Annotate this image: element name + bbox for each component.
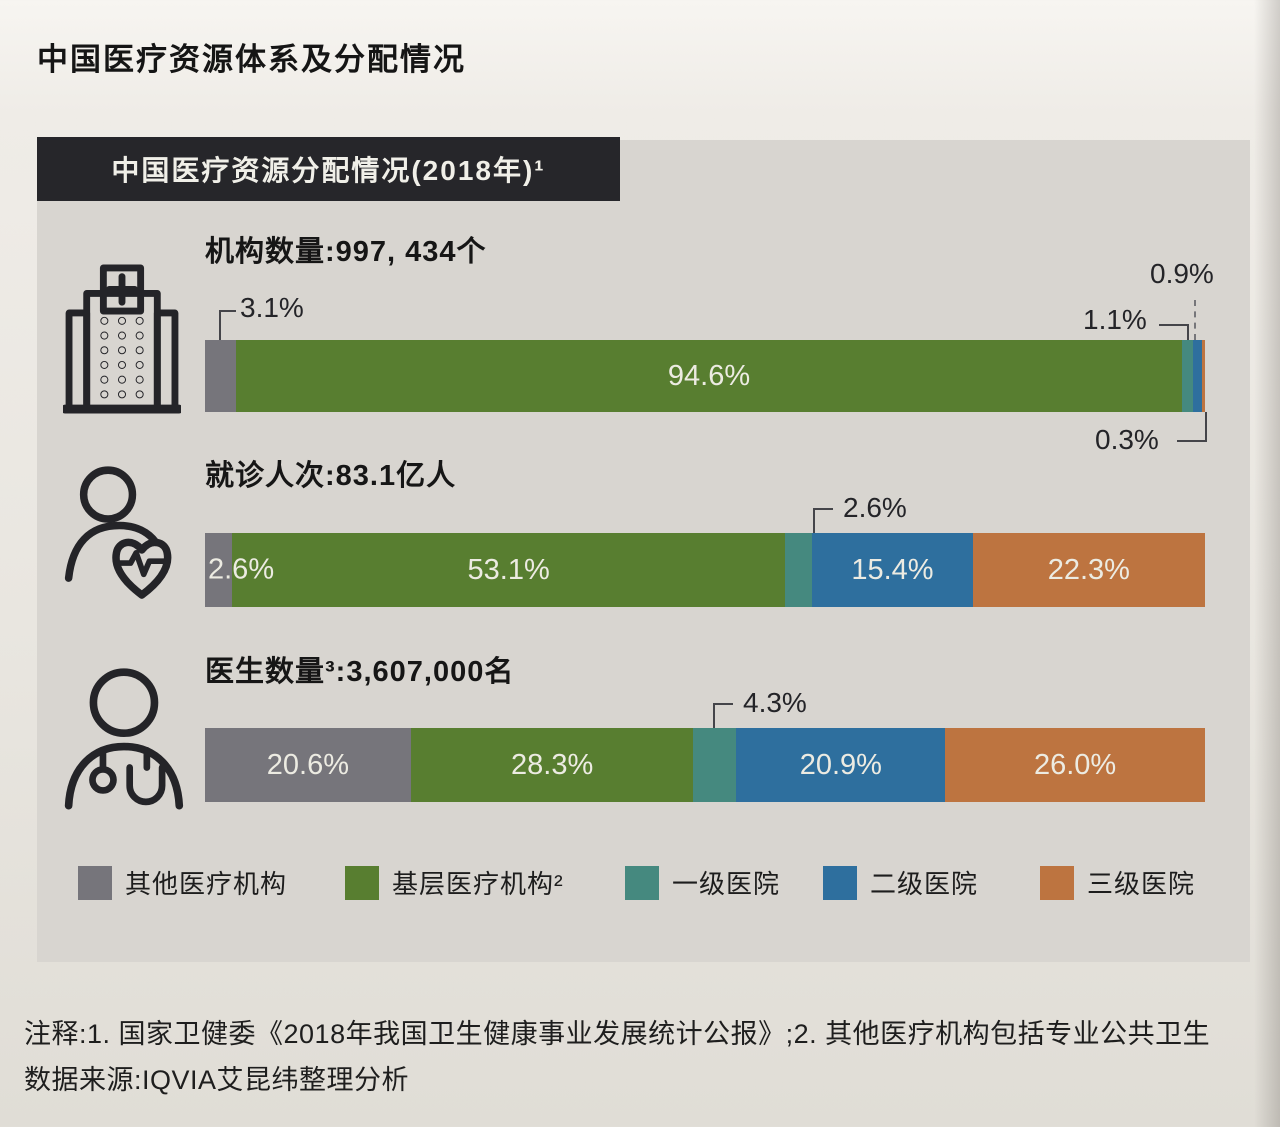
bar-institutions: 94.6% <box>205 340 1205 412</box>
hospital-icon <box>63 264 181 414</box>
bar-segment-label: 28.3% <box>511 748 594 781</box>
note-line-1: 注释:1. 国家卫健委《2018年我国卫生健康事业发展统计公报》;2. 其他医疗… <box>24 1019 1211 1049</box>
callout-label-tier1-doctors: 4.3% <box>743 687 807 718</box>
legend-label: 二级医院 <box>870 869 979 899</box>
legend-label: 一级医院 <box>672 869 781 899</box>
callout-line-tier1-doctors <box>713 703 733 730</box>
legend-item-tier3: 三级医院 <box>1040 864 1195 901</box>
page-title: 中国医疗资源体系及分配情况 <box>37 42 466 77</box>
legend-swatch-primary-care <box>345 865 379 900</box>
legend-swatch-tier3 <box>1040 865 1074 900</box>
legend-item-tier2: 二级医院 <box>823 864 978 901</box>
chart-title-visits: 就诊人次:83.1亿人 <box>205 460 457 492</box>
bar-segment-primary-care: 28.3% <box>410 728 694 802</box>
doctor-icon <box>64 668 184 810</box>
bar-segment-tier1 <box>693 728 737 802</box>
bar-segment-label: 20.6% <box>266 748 349 781</box>
bar-segment-tier3 <box>1202 340 1205 412</box>
legend-swatch-tier1 <box>625 865 659 900</box>
bar-segment-label: 15.4% <box>851 553 934 586</box>
bar-segment-tier3: 22.3% <box>972 533 1205 607</box>
panel-title: 中国医疗资源分配情况(2018年)¹ <box>111 155 546 186</box>
bar-segment-tier2: 20.9% <box>736 728 946 802</box>
legend-item-other: 其他医疗机构 <box>78 864 287 901</box>
callout-line-tier2-institutions <box>1194 300 1196 340</box>
callout-line-tier3-institutions <box>1177 412 1207 442</box>
callout-line-tier1-visits <box>813 508 833 535</box>
callout-line-tier1-institutions <box>1159 324 1189 340</box>
legend-item-tier1: 一级医院 <box>625 864 780 901</box>
panel-header: 中国医疗资源分配情况(2018年)¹ <box>37 137 620 201</box>
bar-segment-primary-care: 94.6% <box>236 340 1182 412</box>
bar-segment-label: 2.6% <box>208 553 275 586</box>
bar-segment-primary-care: 53.1% <box>232 533 786 607</box>
legend-swatch-other <box>78 865 112 900</box>
legend-label: 三级医院 <box>1087 869 1196 899</box>
callout-line-other-institutions <box>219 310 236 342</box>
chart-title-doctors: 医生数量³:3,607,000名 <box>205 656 515 688</box>
bar-segment-label: 53.1% <box>467 553 550 586</box>
callout-label-tier1-visits: 2.6% <box>843 492 907 523</box>
bar-segment-tier3: 26.0% <box>945 728 1205 802</box>
callout-label-tier3-institutions: 0.3% <box>1095 424 1159 455</box>
note-line-2: 数据来源:IQVIA艾昆纬整理分析 <box>24 1065 410 1095</box>
legend-label: 基层医疗机构² <box>392 869 564 899</box>
legend-swatch-tier2 <box>823 865 857 900</box>
bar-segment-other: 20.6% <box>205 728 411 802</box>
bar-segment-tier1 <box>1182 340 1193 412</box>
callout-label-tier2-institutions: 0.9% <box>1150 258 1214 289</box>
bar-segment-label: 20.9% <box>799 748 882 781</box>
legend-label: 其他医疗机构 <box>125 869 288 899</box>
bar-visits: 2.6% 53.1% 15.4% 22.3% <box>205 533 1205 607</box>
callout-label-other-institutions: 3.1% <box>240 292 304 323</box>
bar-segment-label: 26.0% <box>1033 748 1117 781</box>
patient-heart-icon <box>64 466 172 599</box>
legend: 其他医疗机构 基层医疗机构² 一级医院 二级医院 三级医院 <box>37 864 1250 904</box>
bar-segment-other <box>205 340 236 412</box>
bar-segment-label: 94.6% <box>667 359 751 392</box>
bar-segment-tier1 <box>785 533 813 607</box>
page-edge-shadow <box>1254 0 1280 1127</box>
chart-panel: 中国医疗资源分配情况(2018年)¹ 机构数量:997, 434个 3.1% 9… <box>37 137 1250 962</box>
bar-segment-tier2: 15.4% <box>812 533 973 607</box>
bar-segment-label: 22.3% <box>1047 553 1130 586</box>
legend-item-primary-care: 基层医疗机构² <box>345 864 564 901</box>
callout-label-tier1-institutions: 1.1% <box>1083 304 1147 335</box>
bar-segment-other: 2.6% <box>205 533 274 607</box>
bar-doctors: 20.6% 28.3% 20.9% 26.0% <box>205 728 1205 802</box>
bar-segment-tier2 <box>1193 340 1202 412</box>
chart-title-institutions: 机构数量:997, 434个 <box>205 236 487 268</box>
